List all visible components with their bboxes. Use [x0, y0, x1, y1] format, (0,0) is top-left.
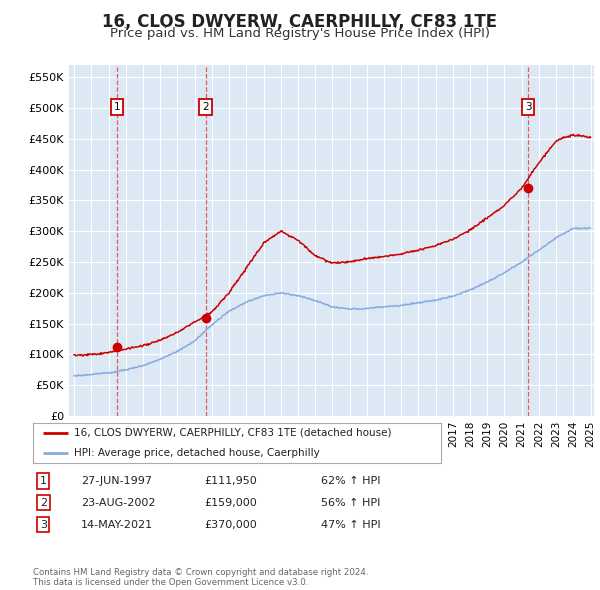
Text: 23-AUG-2002: 23-AUG-2002	[81, 498, 155, 507]
Text: 27-JUN-1997: 27-JUN-1997	[81, 476, 152, 486]
Text: HPI: Average price, detached house, Caerphilly: HPI: Average price, detached house, Caer…	[74, 448, 320, 458]
Text: 1: 1	[114, 102, 121, 112]
Text: £111,950: £111,950	[204, 476, 257, 486]
Text: £370,000: £370,000	[204, 520, 257, 529]
Text: 16, CLOS DWYERW, CAERPHILLY, CF83 1TE: 16, CLOS DWYERW, CAERPHILLY, CF83 1TE	[103, 13, 497, 31]
Text: 56% ↑ HPI: 56% ↑ HPI	[321, 498, 380, 507]
Text: 2: 2	[202, 102, 209, 112]
Text: 1: 1	[40, 476, 47, 486]
Text: Price paid vs. HM Land Registry's House Price Index (HPI): Price paid vs. HM Land Registry's House …	[110, 27, 490, 40]
Text: 16, CLOS DWYERW, CAERPHILLY, CF83 1TE (detached house): 16, CLOS DWYERW, CAERPHILLY, CF83 1TE (d…	[74, 428, 391, 438]
Text: 62% ↑ HPI: 62% ↑ HPI	[321, 476, 380, 486]
Text: 47% ↑ HPI: 47% ↑ HPI	[321, 520, 380, 529]
Text: 3: 3	[525, 102, 532, 112]
Text: 2: 2	[40, 498, 47, 507]
Text: £159,000: £159,000	[204, 498, 257, 507]
Text: Contains HM Land Registry data © Crown copyright and database right 2024.
This d: Contains HM Land Registry data © Crown c…	[33, 568, 368, 587]
Text: 3: 3	[40, 520, 47, 529]
Text: 14-MAY-2021: 14-MAY-2021	[81, 520, 153, 529]
